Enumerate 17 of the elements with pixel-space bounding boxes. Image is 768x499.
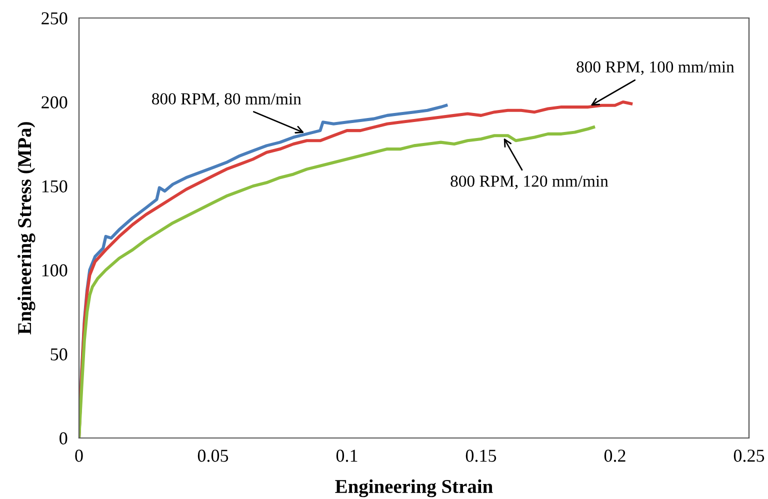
y-tick-label: 100	[42, 264, 68, 276]
annotation: 800 RPM, 80 mm/min	[152, 93, 302, 107]
y-tick-label: 0	[60, 432, 68, 444]
x-tick-label: 0.05	[198, 450, 228, 462]
x-tick-label: 0.25	[734, 450, 764, 462]
y-tick-label: 250	[42, 12, 68, 24]
x-tick-label: 0.2	[604, 450, 626, 462]
y-axis-title: Engineering Stress (MPa)	[17, 122, 36, 334]
y-tick-label: 200	[42, 96, 68, 108]
y-tick-label: 50	[50, 348, 68, 360]
x-tick-label: 0	[75, 450, 83, 462]
annotation: 800 RPM, 100 mm/min	[576, 61, 734, 75]
y-tick-label: 150	[42, 180, 68, 192]
x-axis-title: Engineering Strain	[335, 479, 493, 498]
x-tick-label: 0.15	[466, 450, 496, 462]
x-tick-label: 0.1	[336, 450, 358, 462]
annotation: 800 RPM, 120 mm/min	[450, 176, 608, 190]
